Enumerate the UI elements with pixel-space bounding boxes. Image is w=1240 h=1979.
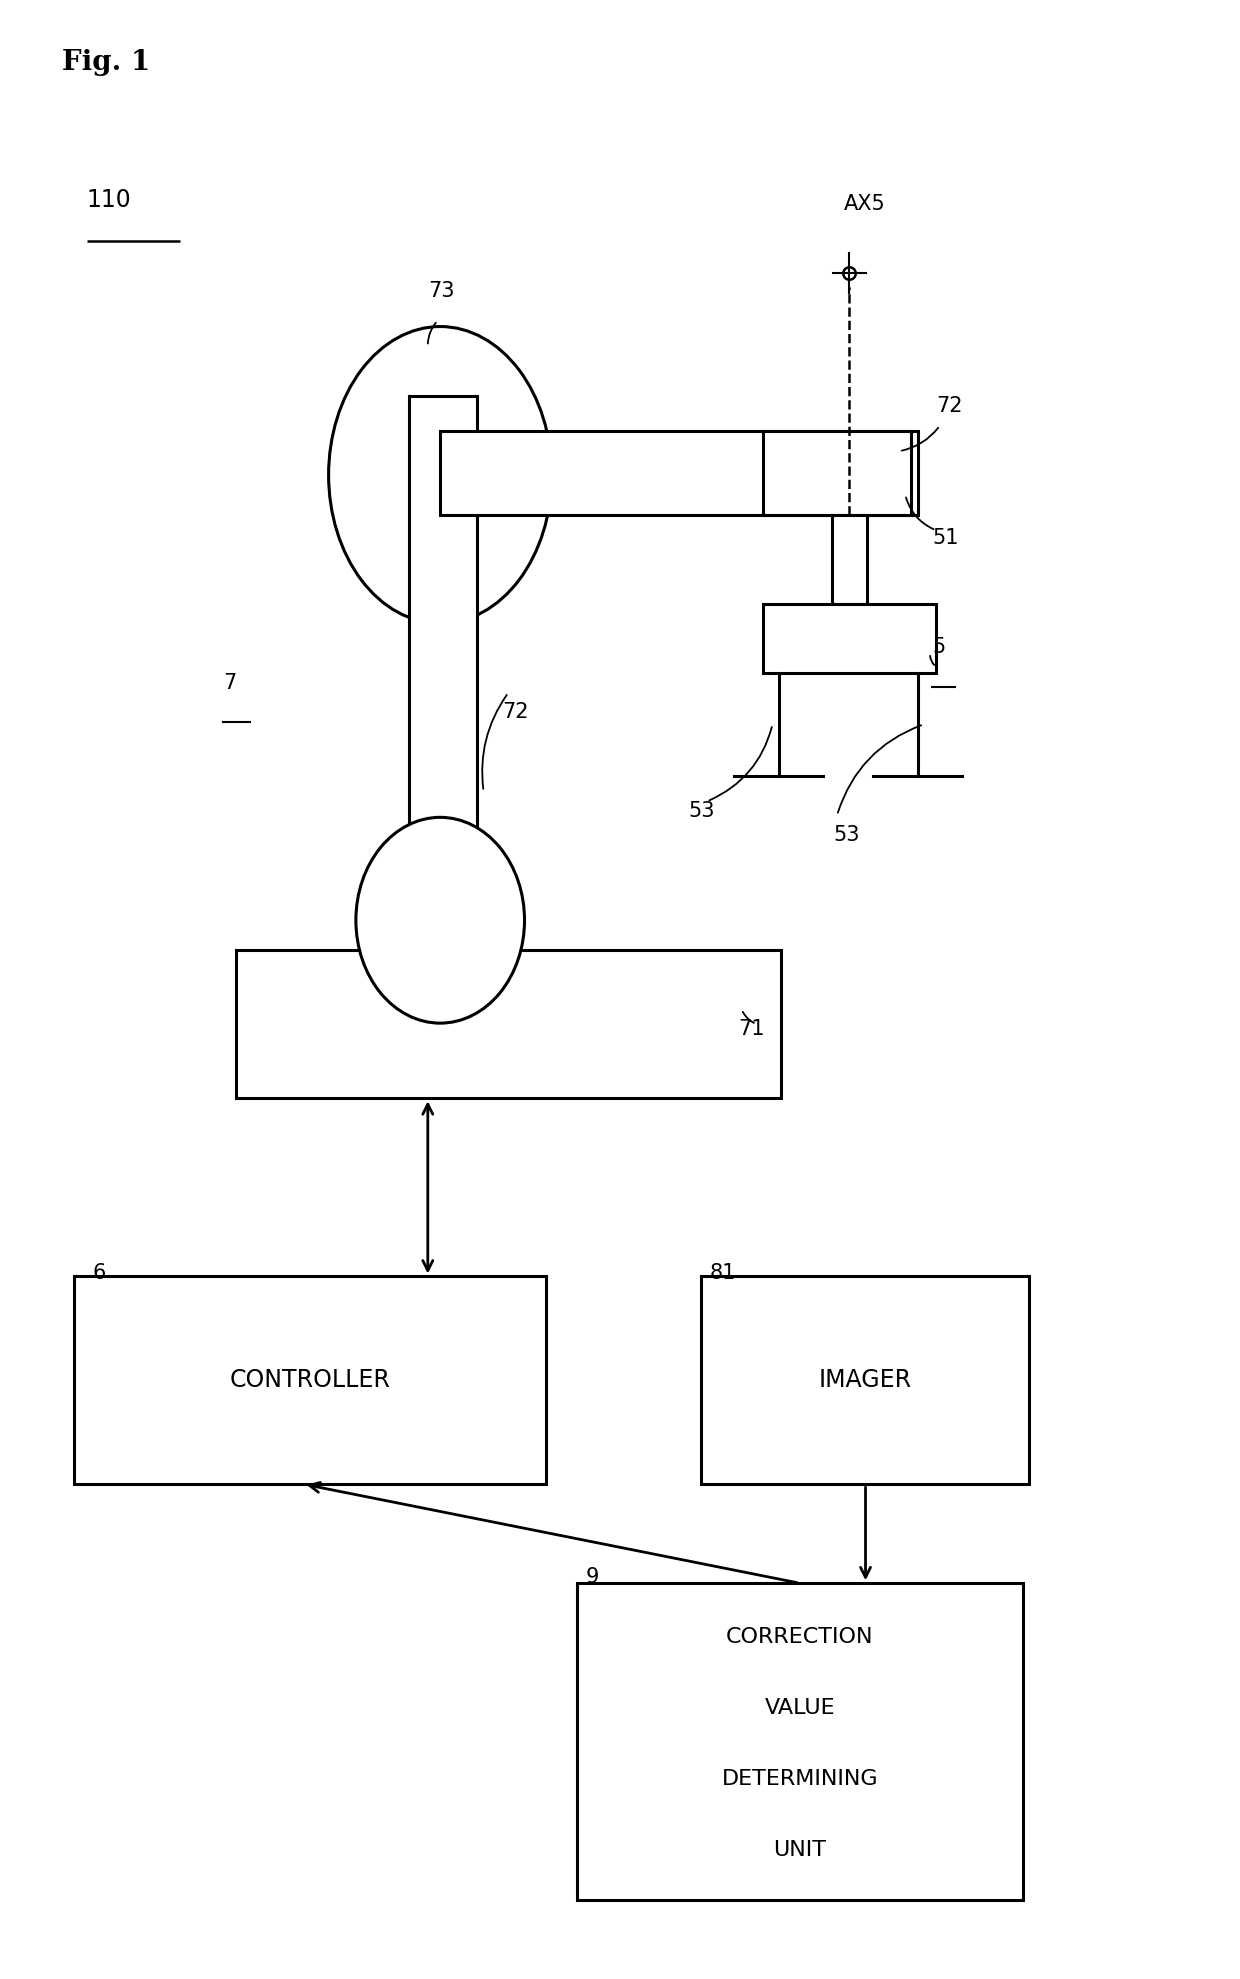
Text: 71: 71: [738, 1019, 764, 1039]
Text: 9: 9: [585, 1567, 599, 1587]
Text: VALUE: VALUE: [765, 1698, 835, 1718]
Text: CONTROLLER: CONTROLLER: [229, 1367, 391, 1393]
Text: 73: 73: [428, 281, 454, 301]
Text: 53: 53: [833, 825, 859, 845]
Text: 72: 72: [936, 396, 962, 416]
Bar: [763, 431, 911, 515]
Bar: [409, 396, 477, 1029]
Text: IMAGER: IMAGER: [818, 1367, 911, 1393]
Bar: [832, 515, 867, 604]
Text: 51: 51: [932, 528, 959, 548]
Text: DETERMINING: DETERMINING: [722, 1769, 878, 1789]
Bar: [763, 604, 936, 673]
Text: 73: 73: [456, 960, 482, 980]
Ellipse shape: [356, 817, 525, 1023]
Text: Fig. 1: Fig. 1: [62, 49, 150, 77]
Text: 53: 53: [688, 801, 714, 821]
Text: 110: 110: [87, 188, 131, 212]
Text: 7: 7: [223, 673, 237, 693]
Text: AX5: AX5: [843, 194, 885, 214]
Text: 81: 81: [709, 1263, 735, 1282]
Bar: [440, 431, 918, 515]
Text: 5: 5: [932, 637, 946, 657]
Bar: [236, 950, 781, 1098]
Text: 72: 72: [502, 703, 528, 722]
Ellipse shape: [329, 327, 552, 623]
Text: CORRECTION: CORRECTION: [727, 1627, 873, 1647]
Bar: [577, 1583, 1023, 1900]
Bar: [74, 1276, 546, 1484]
Bar: [701, 1276, 1029, 1484]
Text: 6: 6: [93, 1263, 107, 1282]
Text: UNIT: UNIT: [774, 1840, 826, 1860]
